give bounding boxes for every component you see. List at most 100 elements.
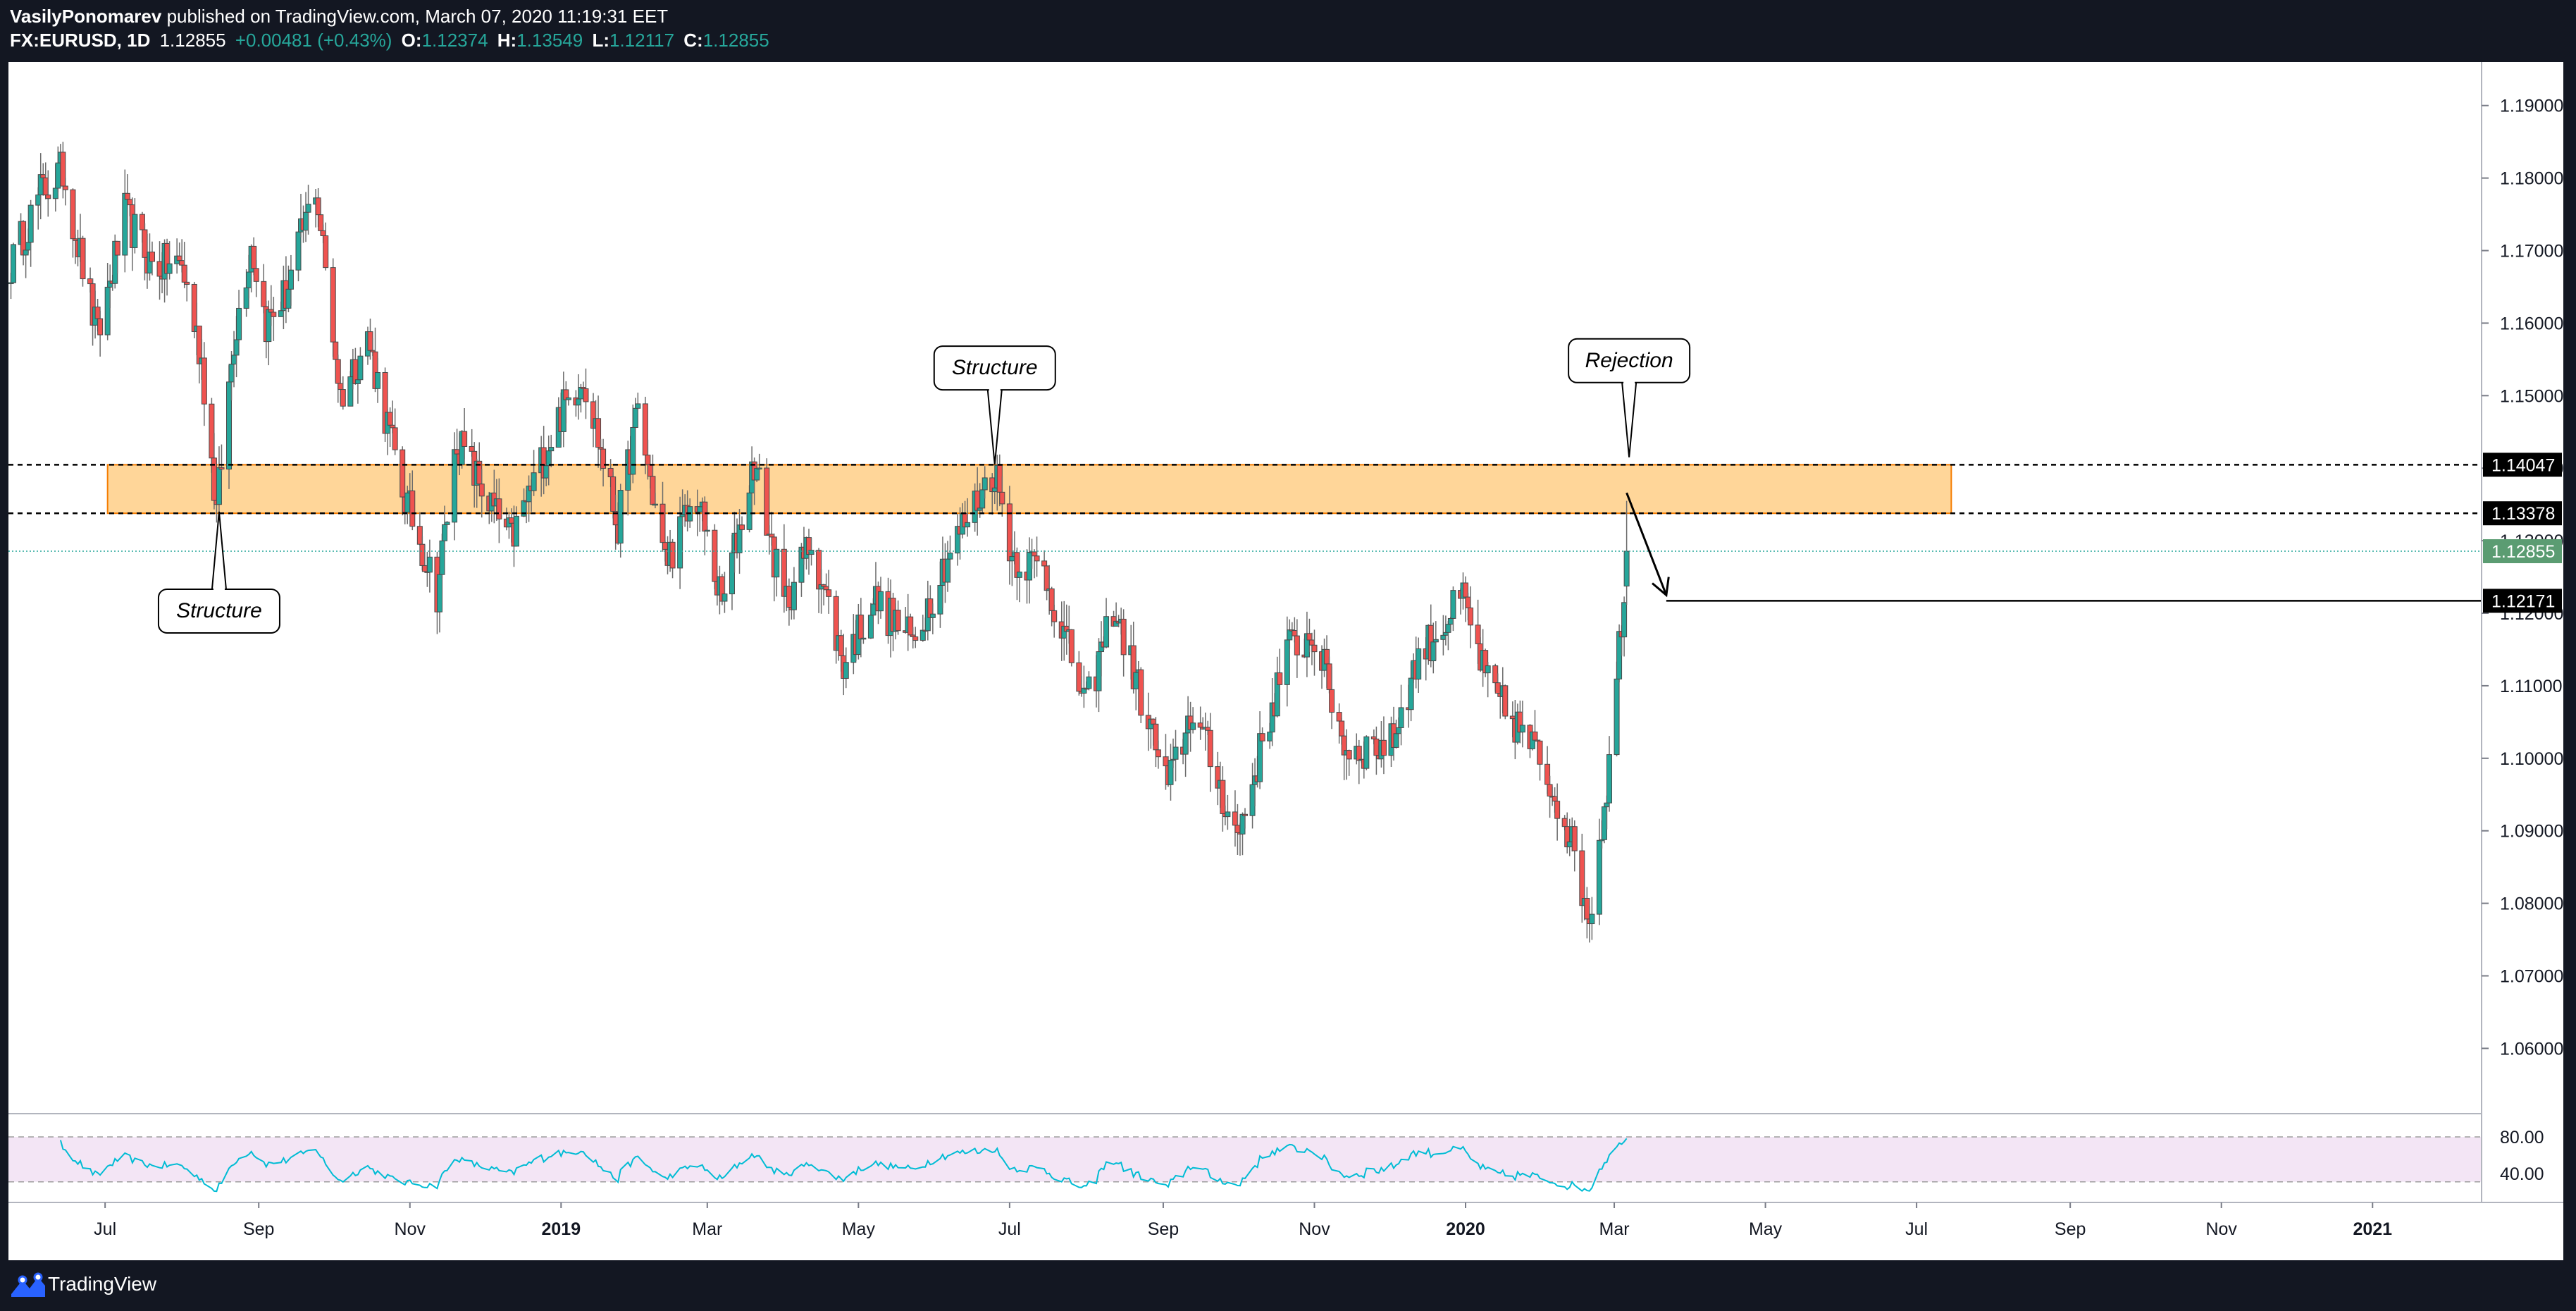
price-tick-label: 1.09000 [2500,822,2563,842]
candle [669,538,676,579]
candle-body [1205,727,1211,731]
candle-body [630,426,636,475]
symbol-label[interactable]: FX:EURUSD, 1D [10,30,151,51]
candle [496,478,502,543]
candle-body [114,240,120,256]
tradingview-logo-icon[interactable] [10,1270,47,1301]
price-pane[interactable]: Structure Structure Rejection [8,142,2482,1114]
time-tick-label: May [842,1219,876,1239]
callout-label: Rejection [1585,349,1673,372]
candle [595,395,602,468]
candle [149,241,155,276]
candle-body [1589,913,1595,925]
candle-body [1339,720,1345,737]
candle [1168,744,1174,801]
candle [218,444,225,472]
candle [1215,751,1221,806]
candle-body [1579,850,1585,906]
published-text: published on TradingView.com, March 07, … [166,6,669,27]
candle [1416,637,1422,694]
candle-body [1284,639,1290,685]
candle [1346,749,1352,776]
price-chart[interactable]: Structure Structure Rejection 1.19000 1.180… [8,62,2563,1260]
candle-body [1445,624,1451,633]
candle-body [1601,806,1607,840]
candle-body [1465,596,1471,608]
candle [1027,537,1033,604]
candle-body [1172,746,1179,760]
candle-body [944,558,950,583]
candle-body [1009,556,1015,562]
time-tick-label: Sep [2055,1219,2086,1239]
candle-body [287,269,294,290]
candle [600,438,607,487]
candle [454,429,460,456]
candle-body [583,388,589,402]
candle-body [1604,802,1610,808]
candle-body [1606,754,1613,804]
candle-body [104,286,111,336]
time-tick-label: Jul [998,1219,1021,1239]
candle-body [543,465,550,479]
candle-body [246,271,252,288]
candle [1606,736,1613,812]
candle [808,538,815,566]
tradingview-brand[interactable]: TradingView [48,1273,157,1295]
candle-body [843,662,849,679]
candle-body [1616,631,1623,679]
candle-body [462,431,468,447]
candle [132,198,138,254]
candle-body [469,445,475,452]
candle-body [124,192,130,200]
candle [261,264,267,314]
candle-body [268,309,274,313]
price-axis[interactable]: 1.19000 1.18000 1.17000 1.16000 1.15000 1.140… [2481,62,2563,1202]
candle [908,613,914,637]
candle-body [1584,897,1590,920]
candle [860,615,867,644]
price-level-label: 1.13378 [2491,504,2555,524]
candle-body [1259,733,1265,741]
candle-body [739,524,745,530]
candle-body [70,189,76,240]
candle-body [857,615,864,639]
candle-body [122,192,128,256]
candle [982,466,988,499]
rsi-band [8,1137,2482,1182]
price-tick-label: 1.07000 [2500,966,2563,986]
candle-body [496,498,502,519]
candle-body [531,472,537,491]
candle-body [35,195,42,206]
candle-body [1133,672,1139,689]
rsi-pane[interactable] [8,1136,2482,1193]
candle-body [769,534,775,538]
high-value: 1.13549 [516,30,583,51]
candle-body [1190,722,1196,730]
candle-body [764,467,770,536]
candle [156,241,163,300]
chart-area[interactable]: Structure Structure Rejection 1.19000 1.180… [8,62,2563,1260]
candle-body [937,585,943,615]
author-name[interactable]: VasilyPonomarev [10,6,162,27]
candle-body [285,288,292,309]
price-level-label: 1.12855 [2491,542,2555,562]
candle-body [979,489,986,509]
candle [999,476,1005,517]
candle-body [575,398,581,406]
time-axis[interactable]: Jul Sep Nov 2019 Mar May Jul Sep Nov 2020 Mar May Ju… [8,1202,2563,1239]
candle-body [271,312,277,317]
candle [1120,609,1127,677]
candle-body [965,522,971,528]
candle-body [1239,813,1246,835]
candle [1259,727,1265,743]
candle [1081,665,1087,708]
candle-body [816,550,822,590]
candle-body [400,449,406,498]
candle-body [1440,634,1447,640]
candle [375,357,381,403]
publish-info: VasilyPonomarev published on TradingView… [10,6,668,27]
candle [1519,701,1525,748]
price-tick-label: 1.11000 [2500,677,2563,696]
candle [617,484,624,558]
candle-body [722,593,728,602]
